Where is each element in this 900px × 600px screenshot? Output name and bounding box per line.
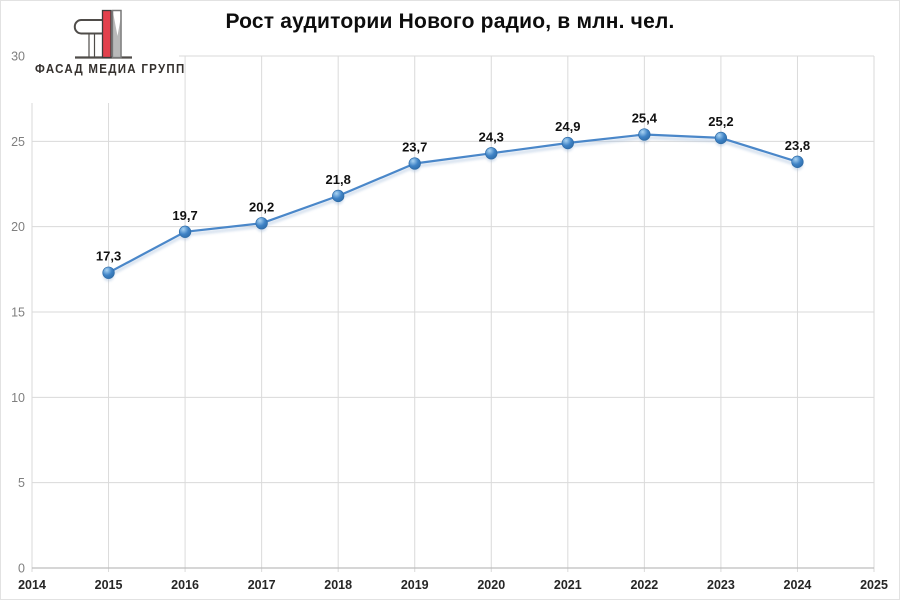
y-axis-tick-label: 25 bbox=[11, 135, 25, 149]
y-axis-tick-label: 15 bbox=[11, 306, 25, 320]
x-axis-tick-label: 2015 bbox=[95, 578, 123, 592]
chart-title: Рост аудитории Нового радио, в млн. чел. bbox=[225, 10, 675, 33]
data-point-label: 17,3 bbox=[96, 249, 121, 264]
x-axis-tick-label: 2017 bbox=[248, 578, 276, 592]
data-point-marker bbox=[408, 157, 421, 170]
data-point-label: 20,2 bbox=[249, 199, 274, 214]
fasad-media-group-logo-icon bbox=[73, 9, 132, 59]
x-axis-tick-label: 2023 bbox=[707, 578, 735, 592]
data-point-label: 25,4 bbox=[632, 111, 658, 126]
data-point-label: 19,7 bbox=[172, 208, 197, 223]
x-axis-tick-label: 2019 bbox=[401, 578, 429, 592]
data-point-label: 24,3 bbox=[479, 129, 504, 144]
y-axis-tick-label: 20 bbox=[11, 220, 25, 234]
data-point-marker bbox=[255, 217, 268, 230]
x-axis-tick-label: 2020 bbox=[477, 578, 505, 592]
data-line bbox=[107, 133, 798, 274]
data-point-label: 23,8 bbox=[785, 138, 810, 153]
data-point-label: 23,7 bbox=[402, 140, 427, 155]
data-point-label: 21,8 bbox=[326, 172, 351, 187]
x-axis-tick-label: 2021 bbox=[554, 578, 582, 592]
data-point-marker bbox=[714, 131, 728, 145]
data-point-marker bbox=[485, 147, 498, 160]
data-point-marker bbox=[178, 225, 192, 238]
logo: ФАСАД МЕДИА ГРУПП bbox=[29, 7, 186, 103]
x-axis-tick-label: 2014 bbox=[18, 578, 46, 592]
line-shadow-path bbox=[107, 135, 798, 278]
x-axis-tick-label: 2018 bbox=[324, 578, 352, 592]
logo-text: ФАСАД МЕДИА ГРУПП bbox=[35, 62, 186, 76]
x-axis-tick-label: 2025 bbox=[860, 578, 888, 592]
x-axis-tick-label: 2016 bbox=[171, 578, 199, 592]
x-axis-tick-label: 2022 bbox=[630, 578, 658, 592]
data-point-marker bbox=[332, 189, 345, 203]
data-point-marker bbox=[102, 266, 115, 279]
line-shadow bbox=[103, 132, 803, 282]
y-axis-tick-label: 0 bbox=[18, 562, 25, 576]
data-point-marker bbox=[791, 155, 804, 168]
data-point-label: 25,2 bbox=[708, 114, 733, 129]
y-axis-tick-label: 30 bbox=[11, 50, 25, 64]
data-point-label: 24,9 bbox=[555, 119, 580, 134]
y-axis-tick-label: 10 bbox=[11, 391, 25, 405]
data-point-marker bbox=[638, 128, 651, 141]
y-axis-tick-label: 5 bbox=[18, 476, 25, 490]
x-axis-tick-label: 2024 bbox=[784, 578, 812, 592]
data-point-marker bbox=[561, 136, 574, 150]
